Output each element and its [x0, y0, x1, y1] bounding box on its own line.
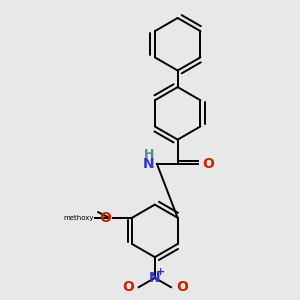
Text: methoxy: methoxy: [63, 215, 93, 221]
Text: H: H: [144, 148, 154, 160]
Text: O: O: [100, 211, 111, 225]
Text: N: N: [149, 271, 161, 285]
Text: O: O: [122, 280, 134, 294]
Text: O: O: [176, 280, 188, 294]
Text: −: −: [178, 277, 189, 290]
Text: +: +: [156, 267, 165, 277]
Text: N: N: [142, 157, 154, 171]
Text: O: O: [202, 157, 214, 171]
